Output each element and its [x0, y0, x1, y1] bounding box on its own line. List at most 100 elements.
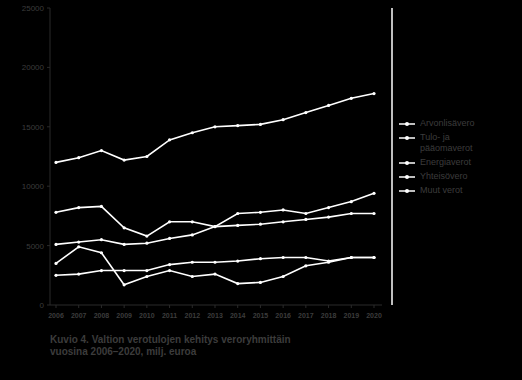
x-tick-label: 2009	[116, 312, 132, 319]
series-point	[372, 256, 375, 259]
series-point	[77, 206, 80, 209]
series-point	[168, 269, 171, 272]
series-point	[123, 243, 126, 246]
x-tick-label: 2006	[48, 312, 64, 319]
series-point	[168, 263, 171, 266]
series-point	[123, 269, 126, 272]
y-tick-label: 10000	[22, 182, 45, 191]
series-point	[191, 220, 194, 223]
series-point	[77, 240, 80, 243]
series-point	[350, 200, 353, 203]
series-point	[191, 233, 194, 236]
legend-swatch	[398, 134, 416, 142]
series-point	[350, 256, 353, 259]
series-point	[236, 212, 239, 215]
series-point	[350, 212, 353, 215]
series-point	[145, 234, 148, 237]
y-axis-line	[50, 8, 51, 305]
series-point	[259, 281, 262, 284]
series-point	[304, 111, 307, 114]
legend-item: Muut verot	[398, 185, 516, 196]
legend-item: Tulo- ja pääomaverot	[398, 132, 516, 154]
series-line	[56, 214, 374, 245]
y-tick	[47, 245, 50, 246]
x-tick-label: 2019	[343, 312, 359, 319]
series-point	[77, 245, 80, 248]
x-tick	[192, 305, 193, 308]
y-tick-label: 0	[40, 301, 45, 310]
series-point	[259, 123, 262, 126]
series-point	[100, 238, 103, 241]
x-tick-label: 2020	[366, 312, 382, 319]
series-point	[213, 125, 216, 128]
x-tick	[283, 305, 284, 308]
legend-label: Muut verot	[420, 185, 498, 196]
legend-label: Arvonlisävero	[420, 118, 498, 129]
series-point	[145, 155, 148, 158]
x-tick	[56, 305, 57, 308]
series-point	[259, 257, 262, 260]
y-tick	[47, 305, 50, 306]
series-point	[77, 273, 80, 276]
series-point	[100, 251, 103, 254]
series-point	[168, 237, 171, 240]
x-tick-label: 2007	[71, 312, 87, 319]
x-tick-label: 2008	[94, 312, 110, 319]
series-point	[213, 261, 216, 264]
series-point	[372, 212, 375, 215]
series-point	[282, 256, 285, 259]
x-tick	[260, 305, 261, 308]
series-point	[372, 256, 375, 259]
y-tick	[47, 8, 50, 9]
x-tick	[169, 305, 170, 308]
series-point	[236, 282, 239, 285]
series-point	[372, 192, 375, 195]
series-point	[236, 224, 239, 227]
x-tick-label: 2013	[207, 312, 223, 319]
series-point	[54, 262, 57, 265]
legend-item: Energiaverot	[398, 157, 516, 168]
caption: Kuvio 4. Valtion verotulojen kehitys ver…	[50, 334, 320, 358]
series-point	[236, 124, 239, 127]
legend: Arvonlisävero Tulo- ja pääomaverot Energia…	[398, 118, 516, 199]
x-tick	[215, 305, 216, 308]
x-tick	[305, 305, 306, 308]
chart-root: 0500010000150002000025000200620072008200…	[0, 0, 522, 380]
series-point	[145, 242, 148, 245]
series-point	[191, 131, 194, 134]
series-point	[327, 259, 330, 262]
series-point	[213, 225, 216, 228]
series-point	[145, 269, 148, 272]
legend-label: Energiaverot	[420, 157, 498, 168]
series-line	[56, 193, 374, 236]
series-point	[259, 223, 262, 226]
separator	[391, 8, 393, 305]
x-tick-label: 2015	[253, 312, 269, 319]
y-tick-label: 5000	[26, 242, 44, 251]
series-point	[282, 208, 285, 211]
series-point	[213, 273, 216, 276]
x-tick	[101, 305, 102, 308]
series-line	[56, 247, 374, 285]
series-point	[327, 206, 330, 209]
x-tick	[374, 305, 375, 308]
series-point	[304, 218, 307, 221]
x-tick-label: 2012	[184, 312, 200, 319]
series-point	[77, 156, 80, 159]
legend-label: Yhteisövero	[420, 171, 498, 182]
series-point	[100, 149, 103, 152]
series-point	[168, 138, 171, 141]
x-tick	[237, 305, 238, 308]
x-tick-label: 2018	[321, 312, 337, 319]
legend-item: Arvonlisävero	[398, 118, 516, 129]
series-point	[350, 256, 353, 259]
legend-swatch	[398, 159, 416, 167]
legend-label: Tulo- ja pääomaverot	[420, 132, 498, 154]
series-point	[123, 226, 126, 229]
legend-swatch	[398, 120, 416, 128]
series-point	[304, 264, 307, 267]
x-axis-line	[50, 305, 382, 306]
series-point	[54, 161, 57, 164]
series-point	[145, 275, 148, 278]
y-tick-label: 15000	[22, 123, 45, 132]
